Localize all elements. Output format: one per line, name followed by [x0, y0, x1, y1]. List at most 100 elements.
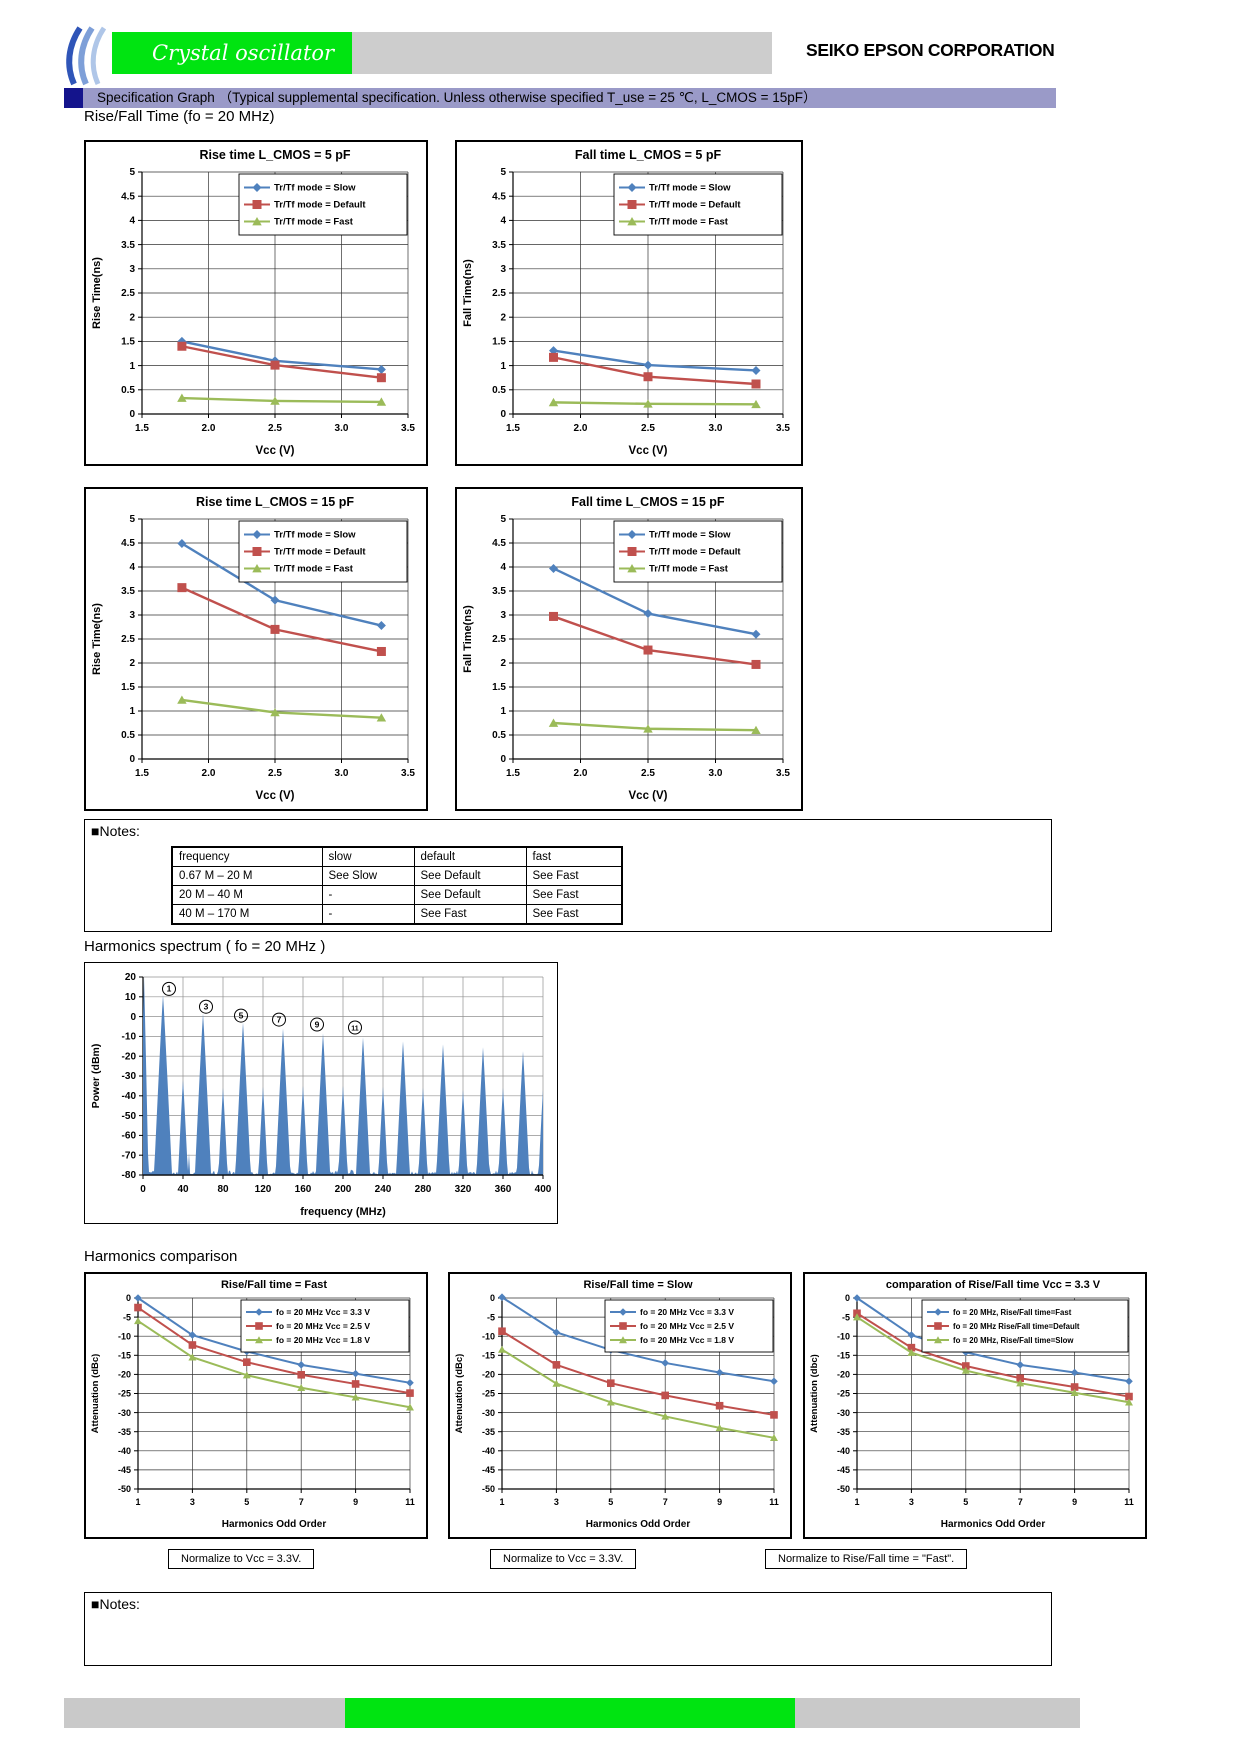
svg-text:-25: -25 [837, 1389, 850, 1399]
svg-text:1.5: 1.5 [135, 423, 149, 434]
svg-text:-35: -35 [482, 1427, 495, 1437]
svg-text:Tr/Tf mode = Slow: Tr/Tf mode = Slow [649, 183, 731, 194]
svg-text:2.0: 2.0 [202, 768, 216, 779]
chart-comparison-vcc33: 0 -5 -10 -15 -20 -25 -30 -35 -40 -45 -50 1 3 5 7 9 11 com… [803, 1272, 1147, 1539]
svg-text:2: 2 [500, 312, 506, 323]
svg-text:Vcc (V): Vcc (V) [256, 790, 295, 802]
svg-text:-25: -25 [118, 1389, 131, 1399]
svg-text:3: 3 [500, 264, 506, 275]
svg-text:3.5: 3.5 [401, 768, 415, 779]
svg-text:-35: -35 [118, 1427, 131, 1437]
svg-text:Rise time L_CMOS = 5 pF: Rise time L_CMOS = 5 pF [199, 148, 350, 162]
svg-text:2.5: 2.5 [121, 634, 135, 645]
svg-text:fo = 20 MHz, Rise/Fall time=Sl: fo = 20 MHz, Rise/Fall time=Slow [953, 1336, 1074, 1345]
fall-time-5pf-chart: 0 0.5 1 1.5 2 2.5 3 3.5 4 4.5 5 1.5 2.0 2.5 3.0 3.5 Fall… [462, 148, 790, 457]
svg-text:Tr/Tf mode = Slow: Tr/Tf mode = Slow [274, 183, 356, 194]
svg-text:fo = 20 MHz Rise/Fall time=Def: fo = 20 MHz Rise/Fall time=Default [953, 1322, 1080, 1331]
comparison-slow-chart: 0 -5 -10 -15 -20 -25 -30 -35 -40 -45 -50 1 3 5 7 9 11 Ris… [454, 1279, 779, 1530]
svg-text:160: 160 [295, 1184, 312, 1195]
svg-text:40: 40 [177, 1184, 189, 1195]
svg-text:4.5: 4.5 [492, 538, 506, 549]
svg-text:2.5: 2.5 [492, 634, 506, 645]
svg-text:2.5: 2.5 [492, 288, 506, 299]
svg-text:4: 4 [129, 216, 135, 227]
svg-text:7: 7 [277, 1014, 282, 1024]
svg-text:3: 3 [554, 1497, 559, 1507]
svg-text:Power (dBm): Power (dBm) [90, 1044, 102, 1109]
svg-text:1.5: 1.5 [135, 768, 149, 779]
svg-text:3.0: 3.0 [335, 423, 349, 434]
svg-text:-50: -50 [118, 1484, 131, 1494]
svg-text:0: 0 [140, 1184, 146, 1195]
caption-normalize-fast: Normalize to Rise/Fall time = "Fast". [765, 1549, 968, 1569]
svg-text:0.5: 0.5 [121, 385, 135, 396]
svg-text:fo = 20 MHz, Rise/Fall time=Fa: fo = 20 MHz, Rise/Fall time=Fast [953, 1308, 1072, 1317]
svg-text:-20: -20 [122, 1051, 137, 1062]
svg-text:9: 9 [717, 1497, 722, 1507]
svg-text:-20: -20 [118, 1370, 131, 1380]
svg-text:0: 0 [129, 754, 135, 765]
svg-text:-15: -15 [837, 1351, 850, 1361]
svg-text:9: 9 [353, 1497, 358, 1507]
svg-text:3.5: 3.5 [492, 240, 506, 251]
svg-text:11: 11 [351, 1025, 359, 1032]
svg-text:Attenuation (dbc): Attenuation (dbc) [809, 1354, 820, 1433]
svg-text:0: 0 [490, 1293, 495, 1303]
svg-text:3: 3 [190, 1497, 195, 1507]
svg-text:Fall Time(ns): Fall Time(ns) [462, 259, 474, 327]
svg-text:2.0: 2.0 [574, 768, 588, 779]
svg-text:10: 10 [125, 992, 137, 1003]
svg-text:2.5: 2.5 [641, 768, 655, 779]
svg-text:3: 3 [909, 1497, 914, 1507]
svg-text:Tr/Tf mode = Slow: Tr/Tf mode = Slow [274, 530, 356, 541]
svg-text:2.0: 2.0 [574, 423, 588, 434]
header-gray-bar [352, 32, 772, 74]
svg-text:7: 7 [1018, 1497, 1023, 1507]
svg-text:1: 1 [500, 706, 506, 717]
svg-text:2.0: 2.0 [202, 423, 216, 434]
svg-text:-50: -50 [837, 1484, 850, 1494]
chart-comparison-fast: 0 -5 -10 -15 -20 -25 -30 -35 -40 -45 -50 1 3 5 7 9 11 Ris… [84, 1272, 428, 1539]
svg-text:Tr/Tf mode = Default: Tr/Tf mode = Default [274, 200, 366, 211]
svg-text:2.5: 2.5 [268, 768, 282, 779]
svg-text:comparation of Rise/Fall time: comparation of Rise/Fall time Vcc = 3.3 … [886, 1279, 1101, 1291]
svg-text:Rise Time(ns): Rise Time(ns) [91, 603, 103, 675]
svg-text:3.5: 3.5 [401, 423, 415, 434]
svg-text:-30: -30 [122, 1071, 137, 1082]
svg-text:2.5: 2.5 [641, 423, 655, 434]
svg-text:fo = 20 MHz Vcc = 3.3 V: fo = 20 MHz Vcc = 3.3 V [640, 1307, 734, 1317]
svg-text:-40: -40 [122, 1091, 137, 1102]
svg-text:5: 5 [963, 1497, 968, 1507]
svg-text:2.5: 2.5 [121, 288, 135, 299]
svg-text:-45: -45 [837, 1465, 850, 1475]
svg-text:Tr/Tf mode = Fast: Tr/Tf mode = Fast [649, 217, 729, 228]
svg-text:1.5: 1.5 [492, 337, 506, 348]
svg-text:0: 0 [845, 1293, 850, 1303]
svg-text:5: 5 [500, 514, 506, 525]
svg-text:0: 0 [126, 1293, 131, 1303]
comparison-vcc33-chart: 0 -5 -10 -15 -20 -25 -30 -35 -40 -45 -50 1 3 5 7 9 11 com… [809, 1279, 1134, 1530]
rise-time-15pf-chart: 0 0.5 1 1.5 2 2.5 3 3.5 4 4.5 5 1.5 2.0 2.5 3.0 3.5 Rise… [91, 495, 415, 802]
svg-text:-30: -30 [482, 1408, 495, 1418]
svg-text:Rise/Fall time = Fast: Rise/Fall time = Fast [221, 1279, 327, 1291]
svg-text:0.5: 0.5 [121, 730, 135, 741]
svg-text:frequency (MHz): frequency (MHz) [300, 1206, 386, 1218]
notes-table: frequency slow default fast 0.67 M – 20 M Se… [171, 846, 623, 925]
svg-text:0: 0 [130, 1012, 136, 1023]
spec-title-bar: Specification Graph （Typical supplementa… [64, 88, 1056, 108]
svg-text:-5: -5 [487, 1312, 495, 1322]
svg-text:1.5: 1.5 [121, 337, 135, 348]
svg-text:Fall time L_CMOS = 15 pF: Fall time L_CMOS = 15 pF [571, 495, 725, 509]
svg-text:-30: -30 [118, 1408, 131, 1418]
svg-text:-10: -10 [118, 1331, 131, 1341]
notes-label: ■Notes: [91, 823, 140, 839]
svg-text:1.5: 1.5 [492, 682, 506, 693]
svg-text:-80: -80 [122, 1170, 137, 1181]
svg-text:5: 5 [500, 167, 506, 178]
caption-normalize-vcc-1: Normalize to Vcc = 3.3V. [168, 1549, 315, 1569]
svg-text:320: 320 [455, 1184, 472, 1195]
svg-text:11: 11 [769, 1497, 779, 1507]
svg-text:4: 4 [129, 562, 135, 573]
svg-text:360: 360 [495, 1184, 512, 1195]
